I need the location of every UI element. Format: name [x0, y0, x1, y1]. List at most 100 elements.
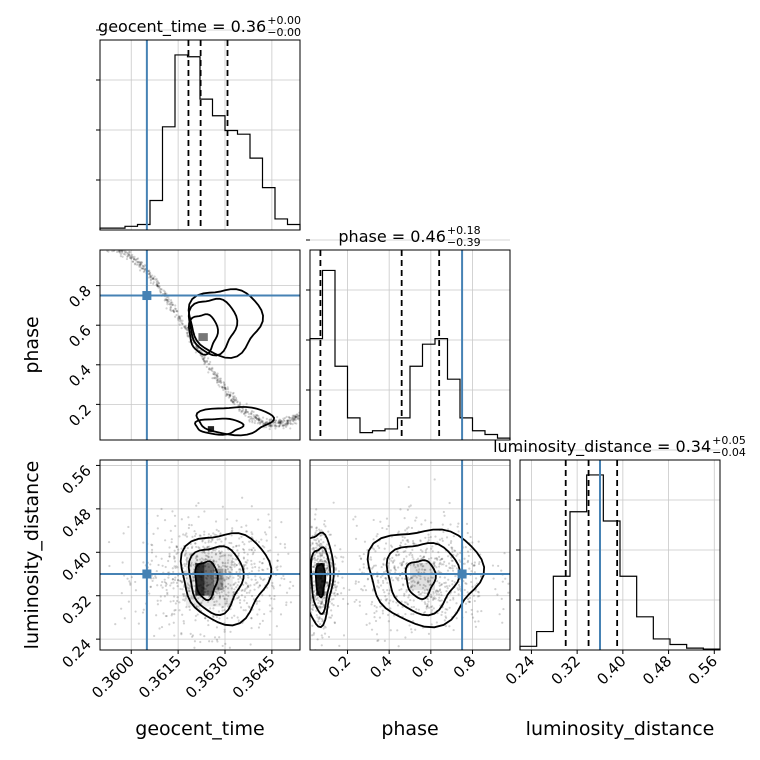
sample-point [227, 576, 230, 580]
sample-point [139, 263, 142, 266]
sample-point [189, 553, 192, 556]
sample-point [311, 541, 314, 544]
sample-point [402, 550, 405, 553]
sample-point [212, 377, 215, 380]
sample-point [394, 569, 397, 572]
sample-point [446, 608, 449, 611]
sample-point [111, 245, 113, 247]
sample-point [142, 561, 145, 564]
sample-point [250, 549, 254, 552]
sample-point [472, 594, 475, 597]
sample-point [270, 597, 273, 600]
sample-point [124, 253, 127, 256]
sample-point [216, 381, 219, 384]
sample-point [111, 250, 114, 253]
sample-point [234, 396, 238, 400]
sample-point [257, 569, 260, 572]
sample-point [404, 543, 407, 546]
sample-point [244, 408, 247, 411]
sample-point [143, 268, 147, 271]
sample-point [167, 296, 170, 299]
sample-point [413, 584, 416, 588]
sample-point [152, 277, 155, 280]
sample-point [408, 624, 411, 627]
sample-point [251, 417, 254, 420]
sample-point [268, 427, 271, 431]
sample-point [231, 392, 235, 395]
sample-point [268, 418, 271, 421]
sample-point [194, 563, 197, 566]
sample-point [186, 556, 189, 560]
sample-point [332, 597, 335, 601]
sample-point [219, 379, 222, 382]
sample-point [314, 594, 317, 598]
sample-point [165, 292, 168, 295]
sample-point [210, 555, 213, 559]
sample-point [184, 325, 187, 328]
panel-content [101, 243, 300, 437]
injection-marker [142, 569, 152, 579]
sample-point [204, 360, 207, 364]
sample-point [165, 307, 168, 310]
sample-point [466, 561, 469, 564]
sample-point [178, 601, 181, 604]
sample-point [418, 568, 421, 571]
sample-point [206, 545, 209, 548]
sample-point [138, 260, 141, 263]
sample-point [451, 569, 455, 572]
sample-point [477, 620, 480, 623]
sample-point [279, 422, 282, 425]
sample-point [377, 581, 380, 584]
contour-line [366, 528, 486, 629]
sample-point [229, 394, 232, 397]
sample-point [444, 608, 447, 611]
sample-point [215, 547, 218, 551]
sample-point [212, 614, 215, 618]
sample-point [204, 558, 207, 561]
sample-point [451, 548, 454, 551]
sample-point [433, 597, 436, 601]
sample-point [319, 558, 322, 561]
sample-point [257, 414, 260, 418]
sample-point [424, 585, 427, 588]
sample-point [167, 559, 170, 563]
sample-point [232, 583, 235, 586]
sample-point [212, 604, 216, 607]
sample-point [106, 243, 108, 245]
sample-point [342, 556, 345, 559]
sample-point [439, 576, 442, 579]
sample-point [279, 613, 283, 616]
sample-point [214, 603, 217, 606]
sample-point [310, 634, 314, 637]
x-tick-label-geocent_time: 0.3615 [135, 652, 185, 702]
sample-point [200, 601, 203, 604]
sample-point [233, 402, 236, 406]
sample-point [172, 309, 175, 312]
sample-point [245, 524, 248, 527]
sample-point [229, 584, 232, 587]
sample-point [273, 595, 276, 598]
sample-point [158, 287, 161, 290]
density-cell [316, 563, 325, 596]
sample-point [184, 549, 187, 552]
sample-point [277, 419, 281, 422]
sample-point [251, 419, 254, 422]
sample-point [172, 309, 175, 312]
sample-point [319, 577, 322, 580]
sample-point [158, 289, 162, 292]
sample-point [175, 565, 178, 568]
sample-point [134, 262, 137, 265]
sample-point [171, 577, 175, 581]
sample-point [431, 550, 434, 553]
sample-point [417, 565, 420, 568]
x-tick-label-geocent_time: 0.3600 [88, 652, 138, 702]
sample-point [223, 628, 226, 631]
sample-point [397, 554, 400, 557]
sample-point [303, 479, 305, 481]
sample-point [173, 609, 176, 612]
sample-point [366, 578, 369, 581]
sample-point [406, 602, 409, 606]
sample-point [403, 592, 406, 595]
sample-point [307, 563, 309, 565]
sample-point [445, 590, 448, 593]
